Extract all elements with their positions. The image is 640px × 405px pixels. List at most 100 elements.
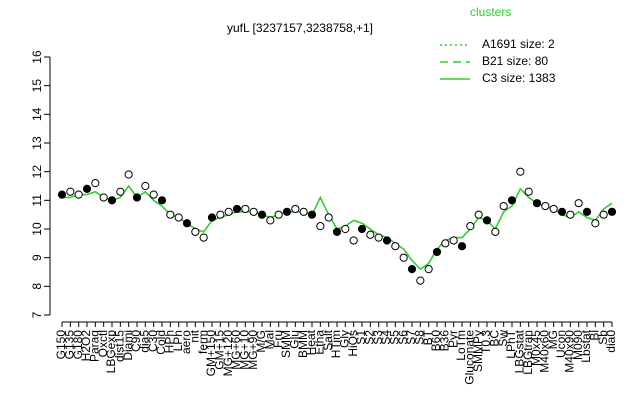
x-tick-label: S5 bbox=[388, 330, 402, 345]
x-tick-label: M090 bbox=[571, 330, 585, 360]
data-point bbox=[324, 213, 333, 222]
x-tick-label: MG+120 bbox=[221, 330, 235, 377]
x-tick-label: M0x45 bbox=[529, 330, 543, 366]
data-point bbox=[191, 227, 200, 236]
x-tick-label: SMMPy bbox=[471, 330, 485, 372]
x-tick-label: Lbstat bbox=[579, 329, 593, 362]
legend-label: B21 size: 80 bbox=[482, 54, 548, 68]
x-tick-label: G150 bbox=[54, 330, 68, 360]
data-point bbox=[116, 187, 125, 196]
data-point bbox=[424, 265, 433, 274]
x-tick-label: LBGtran bbox=[521, 330, 535, 375]
data-point bbox=[199, 233, 208, 242]
data-point bbox=[232, 204, 242, 214]
y-tick-label: 16 bbox=[30, 50, 44, 64]
data-point bbox=[524, 187, 533, 196]
x-tick-label: Gluconate bbox=[463, 330, 477, 385]
x-tick-label: S4 bbox=[379, 330, 393, 345]
x-tick-label: Sb bbox=[596, 330, 610, 345]
data-point bbox=[66, 187, 75, 196]
x-tick-label: C30 bbox=[146, 330, 160, 352]
data-point bbox=[257, 210, 267, 219]
legend-label: C3 size: 1383 bbox=[482, 71, 556, 85]
data-point bbox=[141, 181, 150, 191]
data-point bbox=[541, 201, 550, 211]
x-tick-label: LPhT bbox=[504, 329, 518, 358]
data-point bbox=[332, 227, 342, 236]
data-point bbox=[124, 170, 133, 179]
x-tick-label: S8 bbox=[413, 330, 427, 345]
x-tick-label: M/G bbox=[254, 330, 268, 353]
x-tick-label: GM+150 bbox=[204, 330, 218, 377]
cluster-line bbox=[62, 184, 613, 271]
data-point bbox=[449, 236, 458, 245]
y-tick-label: 7 bbox=[30, 311, 44, 318]
data-point bbox=[366, 230, 375, 239]
x-tick-label: Cold bbox=[154, 330, 168, 355]
data-point bbox=[57, 190, 67, 199]
x-tick-label: BT bbox=[421, 329, 435, 345]
data-point bbox=[299, 207, 308, 216]
data-point bbox=[466, 222, 475, 231]
data-point bbox=[482, 216, 492, 225]
x-tick-label: Sw bbox=[496, 330, 510, 347]
data-point bbox=[549, 204, 558, 214]
data-point bbox=[149, 190, 158, 199]
x-tick-label: LoTm bbox=[454, 330, 468, 361]
data-point bbox=[216, 210, 225, 219]
data-point bbox=[274, 210, 283, 219]
data-point bbox=[107, 196, 117, 205]
data-point bbox=[574, 199, 583, 208]
data-point bbox=[391, 242, 400, 251]
data-point bbox=[74, 190, 83, 199]
x-tick-label: Ucon bbox=[554, 330, 568, 358]
x-tick-label: Bl bbox=[588, 330, 602, 341]
data-point bbox=[399, 253, 408, 262]
x-tick-label: C90 bbox=[129, 330, 143, 352]
x-tick-label: Diami bbox=[121, 330, 135, 361]
x-tick-label: ferm bbox=[196, 330, 210, 354]
x-tick-label: M40x60 bbox=[538, 330, 552, 373]
data-point bbox=[507, 196, 517, 205]
x-tick-label: MG bbox=[546, 330, 560, 349]
x-tick-label: MG+60 bbox=[229, 330, 243, 370]
x-tick-label: dist15 bbox=[113, 330, 127, 362]
y-tick-label: 12 bbox=[30, 165, 44, 179]
x-tick-label: Paraq bbox=[88, 330, 102, 362]
data-point bbox=[282, 207, 292, 216]
x-tick-label: MG+90 bbox=[246, 330, 260, 370]
data-point bbox=[82, 184, 92, 193]
data-point bbox=[249, 207, 258, 216]
x-tick-label: HPh bbox=[163, 330, 177, 353]
data-point bbox=[532, 199, 542, 208]
data-point bbox=[341, 224, 350, 234]
x-tick-label: LPh bbox=[171, 330, 185, 351]
x-tick-label: SMM bbox=[279, 330, 293, 358]
data-point bbox=[157, 196, 167, 205]
data-point bbox=[174, 213, 183, 222]
x-tick-label: B36 bbox=[438, 330, 452, 352]
data-point bbox=[224, 207, 233, 216]
data-point bbox=[316, 222, 325, 231]
data-point bbox=[516, 167, 525, 176]
x-tick-label: G180 bbox=[71, 330, 85, 360]
x-tick-label: aero bbox=[179, 330, 193, 354]
x-tick-label: dia5 bbox=[138, 330, 152, 353]
data-point bbox=[582, 207, 592, 216]
data-point bbox=[357, 224, 367, 234]
x-tick-label: HTim bbox=[329, 330, 343, 358]
data-point bbox=[432, 247, 442, 257]
x-tick-label: Heat bbox=[304, 329, 318, 355]
data-point bbox=[416, 276, 425, 285]
x-tick-label: Glu bbox=[288, 330, 302, 349]
data-point bbox=[307, 210, 317, 219]
y-tick-label: 14 bbox=[30, 107, 44, 121]
data-point bbox=[266, 216, 275, 225]
y-tick-label: 13 bbox=[30, 136, 44, 150]
x-tick-label: M40x90 bbox=[563, 330, 577, 373]
data-point bbox=[241, 204, 250, 214]
data-point bbox=[557, 207, 567, 216]
data-point bbox=[599, 210, 608, 219]
